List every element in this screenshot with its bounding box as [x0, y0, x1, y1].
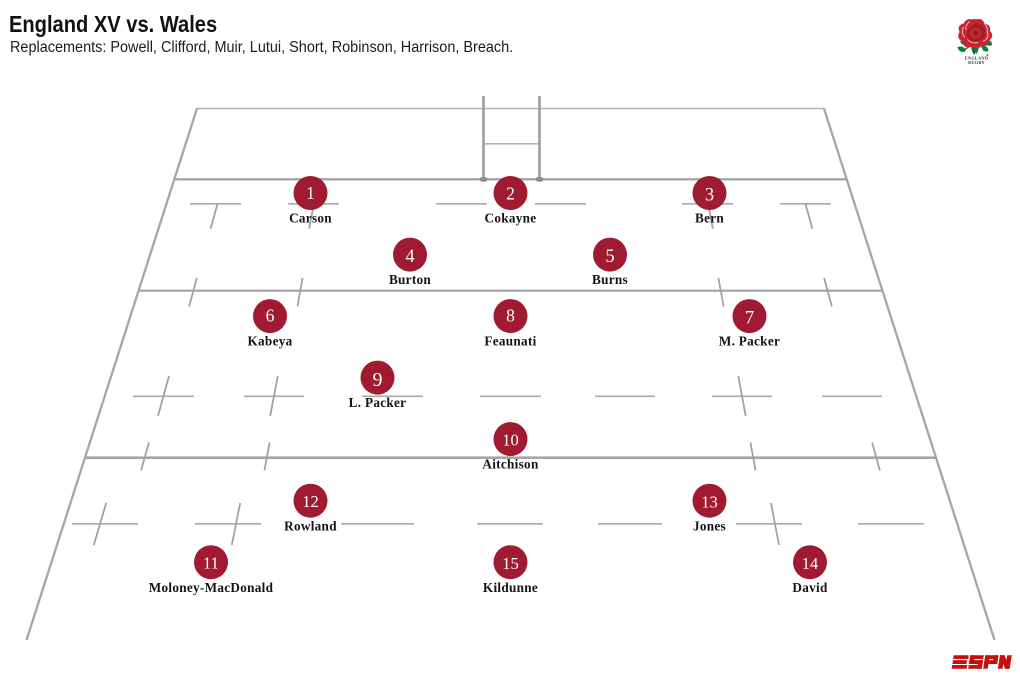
svg-text:13: 13 — [701, 493, 718, 512]
svg-text:7: 7 — [745, 308, 754, 328]
svg-text:11: 11 — [203, 554, 219, 573]
svg-text:Kildunne: Kildunne — [483, 580, 538, 595]
svg-text:1: 1 — [306, 183, 315, 203]
svg-text:Carson: Carson — [289, 211, 332, 226]
svg-text:9: 9 — [373, 369, 383, 391]
svg-text:5: 5 — [605, 247, 614, 267]
svg-text:14: 14 — [802, 554, 819, 573]
svg-text:RUGBY: RUGBY — [968, 60, 985, 65]
svg-text:6: 6 — [266, 305, 275, 325]
svg-text:Feaunati: Feaunati — [484, 334, 536, 349]
svg-text:Jones: Jones — [693, 518, 726, 533]
svg-text:Cokayne: Cokayne — [485, 211, 537, 226]
svg-text:4: 4 — [405, 247, 414, 267]
svg-text:10: 10 — [502, 430, 519, 449]
svg-text:Burton: Burton — [389, 272, 431, 287]
svg-text:Kabeya: Kabeya — [247, 334, 292, 349]
svg-text:15: 15 — [502, 554, 519, 573]
svg-text:Bern: Bern — [695, 211, 724, 226]
svg-text:8: 8 — [506, 305, 515, 325]
svg-text:2: 2 — [506, 183, 515, 203]
svg-text:M. Packer: M. Packer — [719, 334, 780, 349]
svg-text:12: 12 — [302, 492, 319, 511]
svg-text:Burns: Burns — [592, 272, 628, 287]
svg-text:ENGLAND: ENGLAND — [965, 56, 988, 61]
svg-text:3: 3 — [705, 185, 714, 205]
svg-text:Moloney-MacDonald: Moloney-MacDonald — [149, 580, 274, 595]
svg-text:David: David — [792, 580, 828, 595]
svg-text:L. Packer: L. Packer — [349, 395, 407, 410]
svg-text:Rowland: Rowland — [284, 518, 337, 533]
svg-text:Aitchison: Aitchison — [482, 457, 539, 472]
